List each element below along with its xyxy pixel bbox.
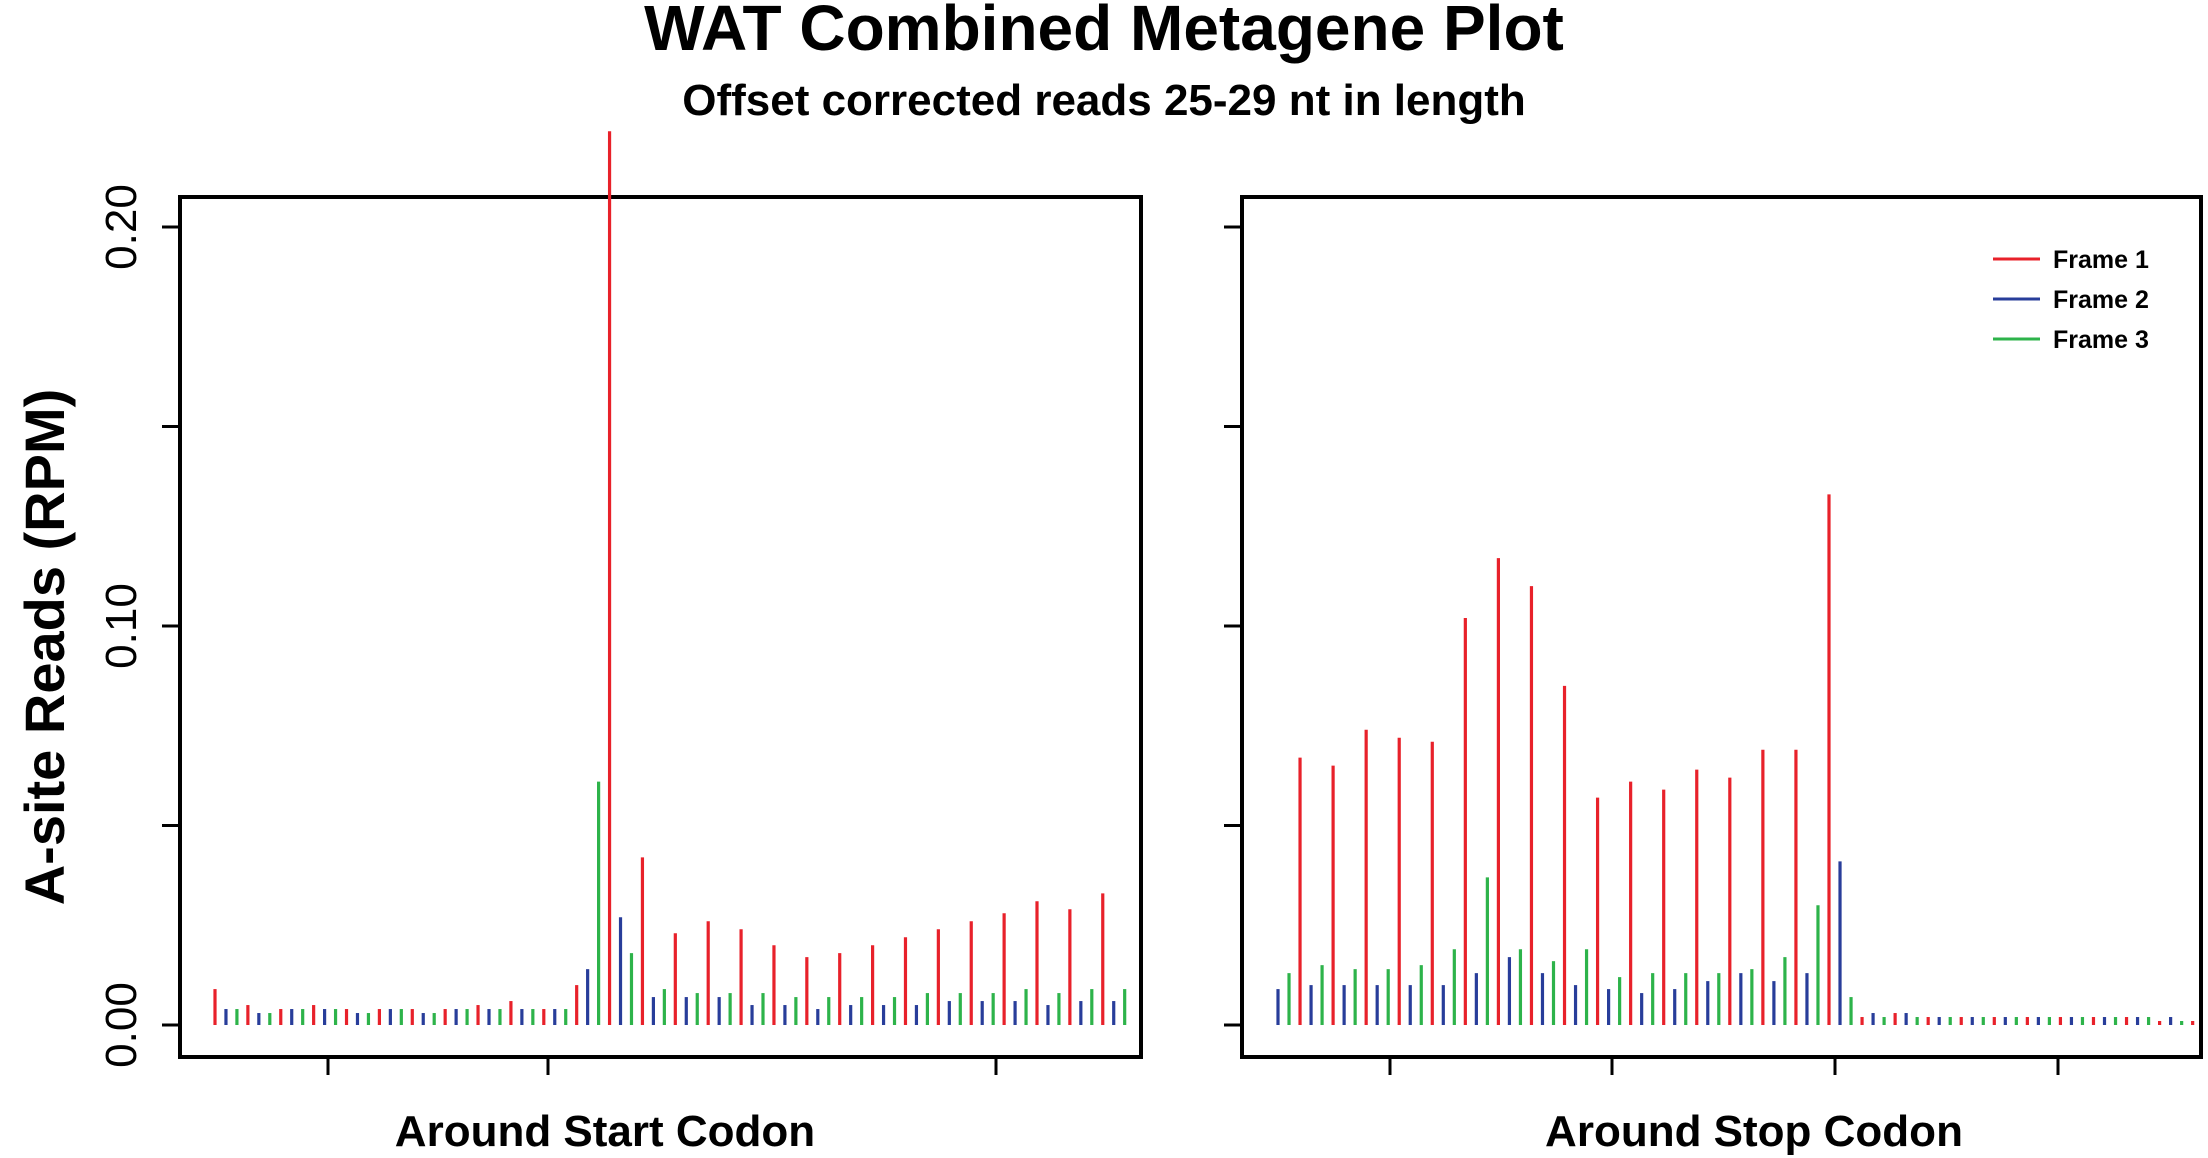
legend-label-frame-1: Frame 1: [2053, 246, 2149, 274]
chart-subtitle: Offset corrected reads 25-29 nt in lengt…: [682, 76, 1526, 125]
y-tick-label: 0.00: [97, 982, 146, 1068]
y-tick-label: 0.20: [97, 184, 146, 270]
x-axis-label-start: Around Start Codon: [395, 1107, 815, 1156]
y-tick-label: 0.10: [97, 583, 146, 669]
panel-1-frame: [178, 195, 1143, 1059]
legend-label-frame-2: Frame 2: [2053, 286, 2149, 314]
chart-title: WAT Combined Metagene Plot: [644, 0, 1564, 64]
x-axis-label-stop: Around Stop Codon: [1545, 1107, 1963, 1156]
plot-area: 0.00 0.10 0.20 Frame 1 Frame 2 Frame 3: [97, 131, 2203, 1075]
legend-label-frame-3: Frame 3: [2053, 326, 2149, 354]
y-axis-label: A-site Reads (RPM): [13, 389, 76, 906]
